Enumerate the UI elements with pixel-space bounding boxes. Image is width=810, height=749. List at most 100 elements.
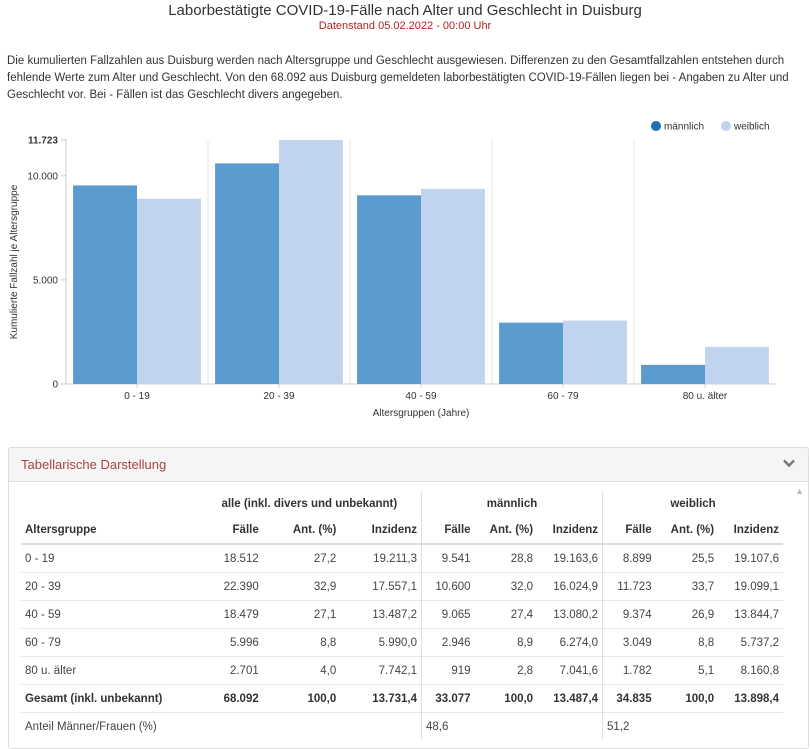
table-row: 0 - 19 18.512 27,2 19.211,3 9.541 28,8 19.163,…	[21, 543, 783, 573]
column-header: Fälle	[602, 516, 656, 545]
table-cell: 5,1	[655, 656, 719, 685]
legend-marker-male	[651, 121, 661, 131]
table-cell: 13.080,2	[537, 600, 603, 629]
table-cell: 27,2	[262, 543, 341, 573]
table-cell: 919	[420, 656, 475, 685]
column-header: Inzidenz	[340, 516, 422, 545]
table-cell: 28,8	[474, 543, 538, 573]
table-cell: 18.512	[197, 543, 263, 573]
table-cell: 7.742,1	[340, 656, 422, 685]
table-cell: 13.487,4	[537, 684, 603, 713]
table-cell: 13.487,2	[340, 600, 422, 629]
table-cell: 18.479	[197, 600, 263, 629]
table-cell: 100,0	[474, 684, 538, 713]
table-cell: 17.557,1	[340, 572, 422, 601]
table-cell: 11.723	[602, 572, 656, 601]
row-label: 0 - 19	[21, 543, 198, 573]
table-row: 80 u. älter 2.701 4,0 7.742,1 919 2,8 7.041,6 1…	[21, 656, 783, 685]
column-header: Fälle	[197, 516, 263, 545]
bar-female	[563, 320, 627, 384]
table-cell: 19.107,6	[718, 543, 783, 573]
table-panel-header[interactable]: Tabellarische Darstellung	[9, 448, 808, 482]
bar-male	[73, 185, 137, 384]
description-text: Die kumulierten Fallzahlen aus Duisburg …	[7, 55, 789, 101]
table-cell-empty	[537, 712, 603, 740]
table-cell: 6.274,0	[537, 628, 603, 657]
table-row: Gesamt (inkl. unbekannt) 68.092 100,0 13.73…	[21, 684, 783, 713]
table-cell: 10.600	[420, 572, 475, 601]
x-tick-label: 40 - 59	[405, 391, 437, 402]
table-cell: 34.835	[602, 684, 656, 713]
table-cell: 1.782	[602, 656, 656, 685]
table-cell-empty	[474, 712, 538, 740]
table-cell: 9.065	[420, 600, 475, 629]
chevron-down-icon[interactable]	[782, 456, 796, 470]
table-cell: 4,0	[262, 656, 341, 685]
table-cell: 100,0	[262, 684, 341, 713]
legend-marker-female	[721, 121, 731, 131]
bar-male	[499, 322, 563, 384]
table-cell: 5.737,2	[718, 628, 783, 657]
share-female: 51,2	[602, 712, 656, 740]
table-cell: 9.374	[602, 600, 656, 629]
share-row: Anteil Männer/Frauen (%) 48,6 51,2	[21, 712, 783, 740]
table-cell: 13.731,4	[340, 684, 422, 713]
y-tick-label: 11.723	[28, 136, 58, 147]
table-cell: 22.390	[197, 572, 263, 601]
table-panel: Tabellarische Darstellung ▲ alle (inkl. …	[8, 447, 809, 749]
column-header: Ant. (%)	[474, 516, 538, 545]
table-cell: 9.541	[420, 543, 475, 573]
column-header: Inzidenz	[537, 516, 603, 545]
column-header: Ant. (%)	[262, 516, 341, 545]
group-header-female: weiblich	[602, 491, 783, 516]
table-cell: 33.077	[420, 684, 475, 713]
table-cell: 68.092	[197, 684, 263, 713]
table-cell-empty	[718, 712, 783, 740]
table-row: 60 - 79 5.996 8,8 5.990,0 2.946 8,9 6.274,0 3.0…	[21, 628, 783, 657]
table-cell: 25,5	[655, 543, 719, 573]
group-header-male: männlich	[420, 491, 603, 516]
table-cell-empty	[262, 712, 341, 740]
table-cell: 27,4	[474, 600, 538, 629]
table-cell: 16.024,9	[537, 572, 603, 601]
legend-label: männlich	[664, 122, 704, 133]
table-cell: 33,7	[655, 572, 719, 601]
x-tick-label: 20 - 39	[263, 391, 295, 402]
table-row: 40 - 59 18.479 27,1 13.487,2 9.065 27,4 13.080…	[21, 600, 783, 629]
table-cell: 27,1	[262, 600, 341, 629]
table-cell: 3.049	[602, 628, 656, 657]
legend-label: weiblich	[733, 122, 770, 133]
y-tick-label: 10.000	[27, 171, 58, 182]
table-row: 20 - 39 22.390 32,9 17.557,1 10.600 32,0 16.02…	[21, 572, 783, 601]
table-header-empty	[21, 491, 198, 516]
table-cell: 32,0	[474, 572, 538, 601]
row-label: 60 - 79	[21, 628, 198, 657]
x-tick-label: 60 - 79	[547, 391, 579, 402]
bar-male	[641, 364, 705, 384]
chart-title: Laborbestätigte COVID-19-Fälle nach Alte…	[168, 2, 642, 19]
row-label: 20 - 39	[21, 572, 198, 601]
bar-female	[705, 346, 769, 384]
column-header: Inzidenz	[718, 516, 783, 545]
table-cell: 5.990,0	[340, 628, 422, 657]
table-cell: 13.898,4	[718, 684, 783, 713]
table-cell: 13.844,7	[718, 600, 783, 629]
table-cell: 19.099,1	[718, 572, 783, 601]
scroll-up-icon[interactable]: ▲	[795, 486, 804, 496]
table-body: 0 - 19 18.512 27,2 19.211,3 9.541 28,8 19.163,…	[21, 543, 783, 740]
y-tick-label: 5.000	[33, 275, 58, 286]
x-tick-label: 0 - 19	[124, 391, 150, 402]
bar-male	[357, 195, 421, 384]
bar-chart: 0 5.000 10.000 11.723 0 - 19 20 - 39 40 - 59 60…	[9, 121, 776, 419]
row-label: Gesamt (inkl. unbekannt)	[21, 684, 198, 713]
table-cell: 2.701	[197, 656, 263, 685]
table-cell: 2.946	[420, 628, 475, 657]
table-cell-empty	[340, 712, 422, 740]
table-cell: 32,9	[262, 572, 341, 601]
table-cell: 19.163,6	[537, 543, 603, 573]
table-cell: 8.899	[602, 543, 656, 573]
data-status-date: Datenstand 05.02.2022 - 00:00 Uhr	[318, 20, 492, 32]
share-label: Anteil Männer/Frauen (%)	[21, 712, 198, 740]
table-cell: 100,0	[655, 684, 719, 713]
column-header: Ant. (%)	[655, 516, 719, 545]
